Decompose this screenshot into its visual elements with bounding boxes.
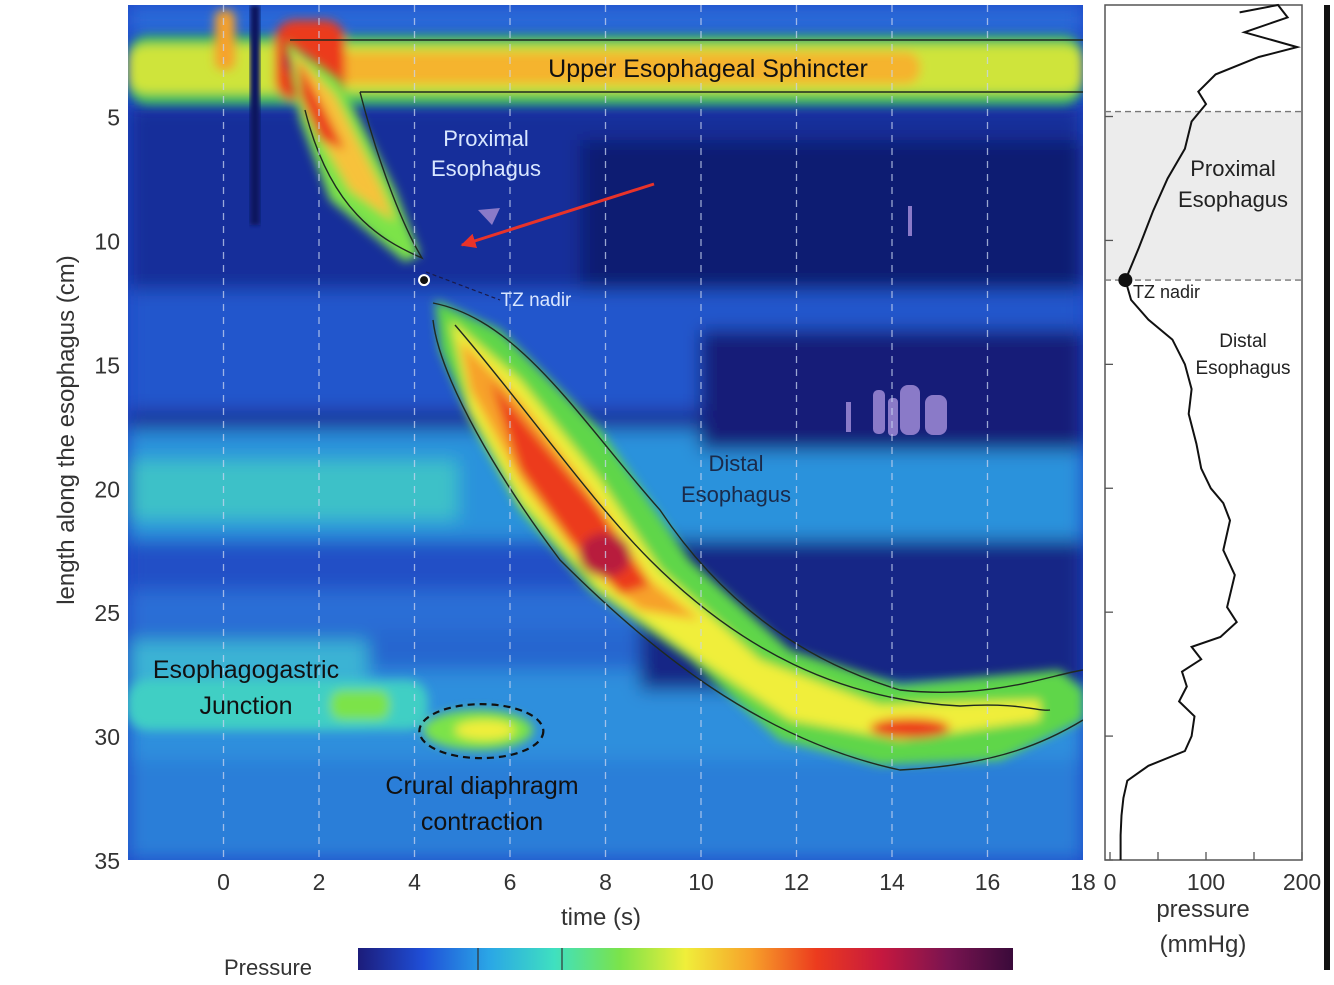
x-axis-label: time (s) [561, 904, 641, 931]
x-tick-label: 4 [408, 869, 421, 895]
tz-nadir-leader [425, 271, 501, 301]
annotation-tz-nadir: TZ nadir [501, 290, 572, 311]
pressure-profile-panel: 0 100 200 Proximal Esophagus TZ nadir Dista… [1104, 3, 1330, 970]
colorbar-label: Pressure [224, 955, 312, 980]
artifact-blobs [478, 206, 947, 436]
x-tick-label: 16 [975, 869, 1001, 895]
y-tick-label: 25 [94, 600, 120, 626]
pressure-colorbar: Pressure [224, 948, 1013, 980]
profile-x-axis-label: pressure (mmHg) [1156, 896, 1249, 958]
x-tick-label: 0 [217, 869, 230, 895]
profile-x-tick-label: 200 [1283, 869, 1321, 895]
profile-x-tick-label: 0 [1104, 869, 1117, 895]
x-tick-label: 10 [688, 869, 714, 895]
tz-nadir-point [418, 274, 431, 287]
profile-tz-nadir-point [1118, 273, 1133, 288]
swallow-artifact [250, 5, 260, 225]
pressure-profile-line [1119, 3, 1302, 860]
x-tick-label: 8 [599, 869, 612, 895]
y-axis-ticks: 5 10 15 20 25 30 35 [94, 105, 120, 874]
proximal-wave [285, 40, 420, 262]
profile-y-ticks [1105, 115, 1113, 861]
profile-x-ticks: 0 100 200 [1104, 852, 1321, 895]
annotation-egj: Esophagogastric Junction [153, 656, 339, 720]
y-tick-label: 5 [107, 105, 120, 131]
profile-label-proximal: Proximal Esophagus [1178, 156, 1288, 212]
x-axis-ticks: 0 2 4 6 8 10 12 14 16 18 [217, 869, 1096, 895]
right-edge-bar [1324, 5, 1330, 970]
isobaric-contours [290, 39, 1083, 771]
heatmap-axes: 0 2 4 6 8 10 12 14 16 18 5 10 15 20 25 30 35 time (s) l… [53, 105, 1096, 931]
annotation-distal: Distal Esophagus [681, 451, 791, 507]
y-tick-label: 30 [94, 724, 120, 750]
proximal-region-shade [1106, 111, 1301, 281]
colorbar-gradient [358, 948, 1013, 970]
pressure-topography-heatmap [128, 5, 1083, 860]
y-tick-label: 15 [94, 352, 120, 378]
profile-label-distal: Distal Esophagus [1195, 331, 1290, 379]
y-axis-label: length along the esophagus (cm) [53, 255, 80, 605]
x-tick-label: 14 [879, 869, 905, 895]
annotation-proximal: Proximal Esophagus [431, 126, 541, 181]
profile-label-tz-nadir: TZ nadir [1133, 282, 1200, 302]
egj-band [128, 10, 533, 750]
y-tick-label: 35 [94, 848, 120, 874]
x-tick-label: 12 [784, 869, 810, 895]
x-tick-label: 6 [504, 869, 517, 895]
annotation-ues: Upper Esophageal Sphincter [548, 55, 868, 83]
y-tick-label: 10 [94, 228, 120, 254]
heatmap-annotations: Upper Esophageal Sphincter Proximal Esoph… [153, 55, 868, 836]
profile-x-tick-label: 100 [1187, 869, 1225, 895]
red-arrow [460, 182, 655, 249]
crural-diaphragm-ellipse [418, 703, 545, 760]
annotation-crural: Crural diaphragm contraction [385, 772, 578, 836]
y-tick-label: 20 [94, 476, 120, 502]
x-tick-label: 18 [1070, 869, 1096, 895]
x-tick-label: 2 [313, 869, 326, 895]
